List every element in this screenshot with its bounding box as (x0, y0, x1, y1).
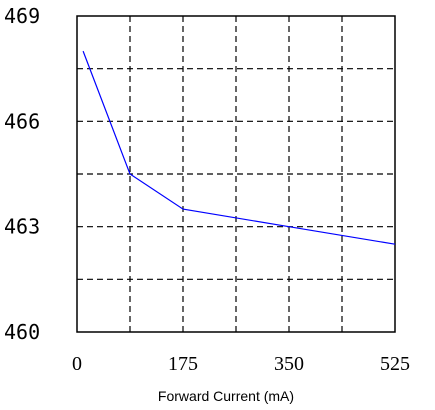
y-tick-label: 466 (4, 109, 40, 133)
series-line-1 (82, 50, 396, 245)
y-tick-label: 460 (4, 320, 40, 344)
series-layer (82, 50, 396, 245)
y-tick-label: 463 (4, 215, 40, 239)
x-tick-labels: 0 175 350 525 (72, 353, 410, 375)
x-tick-label: 525 (380, 353, 410, 375)
grid (77, 16, 395, 332)
plot-frame (76, 15, 396, 333)
x-tick-label: 0 (72, 353, 82, 375)
y-tick-label: 469 (4, 4, 40, 28)
x-axis-label: Forward Current (mA) (158, 388, 294, 404)
x-tick-label: 350 (274, 353, 304, 375)
y-tick-labels: 460 463 466 469 (4, 4, 40, 344)
x-tick-label: 175 (168, 353, 198, 375)
